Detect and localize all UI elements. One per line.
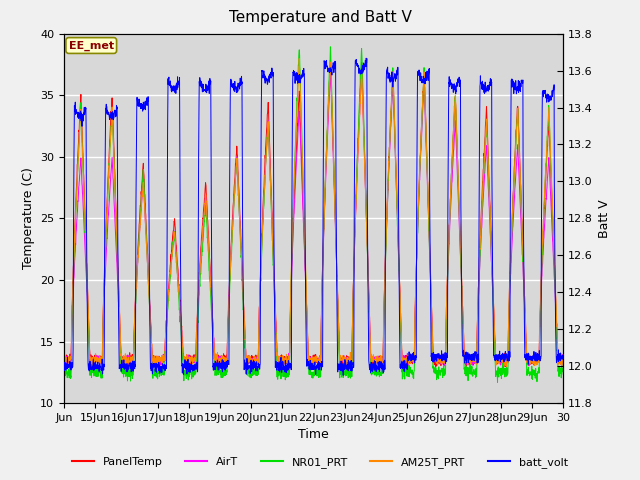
X-axis label: Time: Time bbox=[298, 429, 329, 442]
AM25T_PRT bbox=[60, 359, 68, 364]
batt_volt bbox=[559, 357, 567, 362]
AM25T_PRT bbox=[559, 363, 567, 369]
PanelTemp bbox=[110, 144, 118, 150]
batt_volt bbox=[110, 115, 118, 121]
AM25T_PRT bbox=[492, 361, 500, 367]
AM25T_PRT bbox=[553, 314, 561, 320]
AirT bbox=[340, 364, 348, 370]
Y-axis label: Temperature (C): Temperature (C) bbox=[22, 168, 35, 269]
AM25T_PRT bbox=[218, 359, 225, 364]
batt_volt bbox=[464, 350, 472, 356]
AM25T_PRT bbox=[348, 366, 355, 372]
AirT bbox=[559, 358, 567, 364]
Text: Temperature and Batt V: Temperature and Batt V bbox=[228, 10, 412, 24]
PanelTemp bbox=[326, 57, 334, 63]
Line: batt_volt: batt_volt bbox=[64, 58, 563, 375]
AirT bbox=[553, 325, 561, 331]
batt_volt bbox=[344, 366, 351, 372]
AirT bbox=[110, 195, 118, 201]
PanelTemp bbox=[218, 360, 226, 366]
AirT bbox=[326, 71, 334, 77]
PanelTemp bbox=[492, 360, 500, 366]
NR01_PRT bbox=[326, 44, 334, 49]
Text: EE_met: EE_met bbox=[68, 40, 114, 51]
PanelTemp bbox=[464, 356, 472, 362]
AM25T_PRT bbox=[344, 354, 351, 360]
AirT bbox=[60, 355, 68, 361]
Line: NR01_PRT: NR01_PRT bbox=[64, 47, 563, 382]
AM25T_PRT bbox=[295, 56, 303, 61]
NR01_PRT bbox=[464, 370, 472, 376]
PanelTemp bbox=[182, 366, 189, 372]
NR01_PRT bbox=[559, 372, 567, 377]
batt_volt bbox=[553, 360, 561, 366]
batt_volt bbox=[218, 366, 225, 372]
batt_volt bbox=[492, 351, 500, 357]
NR01_PRT bbox=[553, 324, 561, 329]
batt_volt bbox=[362, 55, 370, 61]
batt_volt bbox=[60, 368, 68, 373]
PanelTemp bbox=[60, 353, 68, 359]
AM25T_PRT bbox=[110, 154, 118, 159]
AirT bbox=[344, 357, 351, 363]
AirT bbox=[218, 359, 225, 364]
AirT bbox=[464, 357, 472, 363]
PanelTemp bbox=[344, 360, 351, 366]
NR01_PRT bbox=[218, 371, 225, 376]
PanelTemp bbox=[559, 358, 567, 363]
NR01_PRT bbox=[493, 379, 501, 385]
NR01_PRT bbox=[60, 368, 68, 374]
AirT bbox=[492, 357, 500, 362]
Line: PanelTemp: PanelTemp bbox=[64, 60, 563, 369]
Line: AM25T_PRT: AM25T_PRT bbox=[64, 59, 563, 369]
PanelTemp bbox=[553, 316, 561, 322]
NR01_PRT bbox=[492, 374, 500, 380]
AM25T_PRT bbox=[464, 362, 472, 368]
Y-axis label: Batt V: Batt V bbox=[598, 199, 611, 238]
Legend: PanelTemp, AirT, NR01_PRT, AM25T_PRT, batt_volt: PanelTemp, AirT, NR01_PRT, AM25T_PRT, ba… bbox=[68, 452, 572, 472]
Line: AirT: AirT bbox=[64, 74, 563, 367]
NR01_PRT bbox=[110, 155, 118, 160]
batt_volt bbox=[339, 372, 347, 378]
NR01_PRT bbox=[344, 368, 351, 374]
